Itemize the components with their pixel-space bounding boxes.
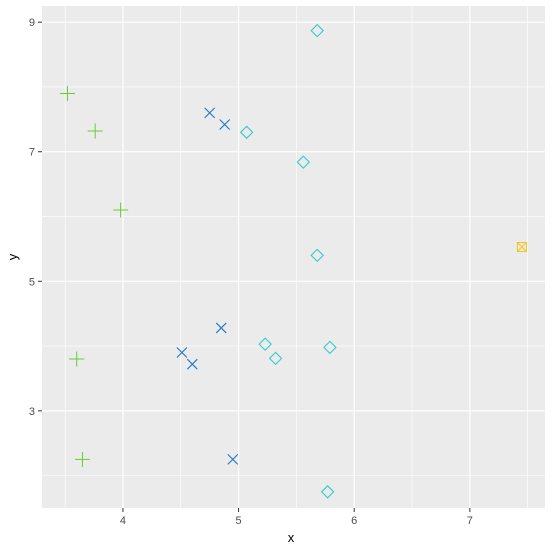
cross-point xyxy=(186,358,198,370)
x-tick-label: 7 xyxy=(467,515,473,527)
plus-point xyxy=(74,451,90,467)
panel-background xyxy=(42,6,545,508)
major-gridlines xyxy=(42,6,545,508)
x-tick-label: 4 xyxy=(120,515,126,527)
x-tick-label: 5 xyxy=(236,515,242,527)
data-points xyxy=(59,23,527,499)
minor-gridlines xyxy=(42,6,545,508)
cross-point xyxy=(227,454,239,465)
y-tick-label: 9 xyxy=(29,17,35,29)
y-tick-label: 5 xyxy=(29,276,35,288)
plus-point xyxy=(87,123,103,139)
cross-point xyxy=(215,322,227,334)
diamond-point xyxy=(258,337,272,351)
diamond-point xyxy=(239,125,254,140)
diamond-point xyxy=(320,485,335,499)
diamond-point xyxy=(310,23,324,38)
cross-point xyxy=(176,347,188,358)
x-tick-label: 6 xyxy=(351,515,357,527)
diamond-point xyxy=(268,351,283,366)
diamond-point xyxy=(296,155,311,169)
diamond-point xyxy=(310,248,324,263)
plus-point xyxy=(113,202,129,218)
cross-point xyxy=(204,107,216,119)
diamond-point xyxy=(323,340,337,355)
plus-point xyxy=(59,85,75,101)
square-cross-point xyxy=(516,241,527,252)
x-axis-title: x xyxy=(288,530,295,545)
y-tick-label: 7 xyxy=(29,147,35,159)
y-axis-title: y xyxy=(5,253,20,260)
x-axis: 4 5 6 7 xyxy=(120,508,473,527)
y-tick-label: 3 xyxy=(29,406,35,418)
y-axis: 3 5 7 9 xyxy=(29,17,42,418)
plus-point xyxy=(69,351,85,367)
cross-point xyxy=(219,119,231,130)
